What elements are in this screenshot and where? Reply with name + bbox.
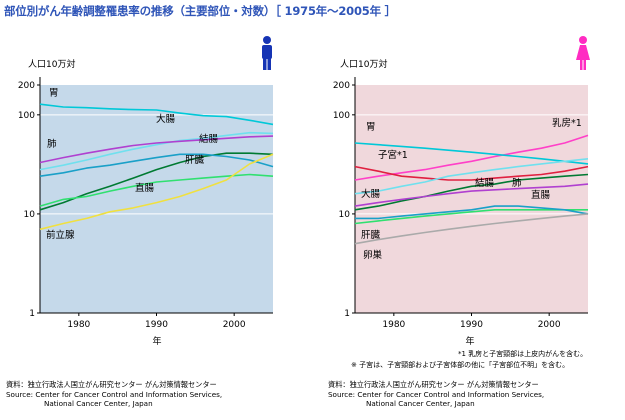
series-line-male-6 bbox=[39, 153, 274, 231]
series-line-male-5 bbox=[39, 173, 274, 207]
series-label-male-1: 大腸 bbox=[156, 113, 176, 125]
series-label-female-1: 胃 bbox=[366, 122, 376, 133]
x-tick-label: 1980 bbox=[67, 320, 90, 330]
series-label-female-5: 肺 bbox=[512, 178, 522, 189]
series-line-female-1 bbox=[354, 142, 589, 165]
series-line-female-8 bbox=[354, 213, 589, 245]
y-tick-label: 1 bbox=[344, 309, 350, 319]
series-line-male-4 bbox=[39, 153, 274, 177]
page-title: 部位別がん年齢調整罹患率の推移（主要部位・対数）［ 1975年〜2005年 ］ bbox=[4, 4, 396, 18]
x-axis-label: 年 bbox=[465, 335, 474, 347]
source-note-right: 資料：独立行政法人国立がん研究センター がん対策情報センター Source: C… bbox=[328, 380, 544, 409]
series-label-male-2: 肺 bbox=[47, 139, 57, 150]
series-label-female-7: 肝臓 bbox=[361, 230, 381, 241]
series-label-male-6: 前立腺 bbox=[46, 229, 75, 241]
x-tick-label: 2000 bbox=[223, 320, 246, 330]
y-axis-label: 人口10万対 bbox=[28, 58, 75, 70]
plot-background bbox=[40, 85, 273, 313]
y-axis-label: 人口10万対 bbox=[340, 58, 387, 70]
y-tick-label: 100 bbox=[18, 111, 35, 121]
series-label-male-0: 胃 bbox=[49, 88, 59, 99]
source-line: 資料：独立行政法人国立がん研究センター がん対策情報センター bbox=[6, 380, 217, 389]
series-label-female-8: 卵巣 bbox=[363, 249, 383, 261]
y-tick-label: 10 bbox=[24, 210, 36, 220]
source-line: Source: Center for Cancer Control and In… bbox=[6, 389, 223, 399]
series-line-male-2 bbox=[39, 135, 274, 164]
series-label-female-3: 大腸 bbox=[361, 188, 381, 200]
series-line-female-7 bbox=[355, 205, 589, 220]
series-label-female-0: 乳房*1 bbox=[552, 117, 582, 129]
series-label-female-4: 結腸 bbox=[475, 177, 495, 189]
footnote-2: ※ 子宮は、子宮頸部および子宮体部の他に「子宮部位不明」を含む。 bbox=[351, 361, 570, 369]
male-person-icon bbox=[262, 36, 272, 70]
footnote-1: *1 乳房と子宮頸部は上皮内がんを含む。 bbox=[458, 350, 588, 358]
x-tick-label: 1980 bbox=[382, 320, 405, 330]
series-line-female-4 bbox=[354, 173, 589, 211]
series-line-male-1 bbox=[39, 131, 274, 171]
female-person-icon bbox=[576, 36, 590, 70]
series-line-female-2 bbox=[354, 165, 589, 181]
x-tick-label: 2000 bbox=[538, 320, 561, 330]
series-label-female-6: 直腸 bbox=[531, 189, 551, 201]
source-line: National Cancer Center, Japan bbox=[366, 399, 475, 408]
source-line: 資料：独立行政法人国立がん研究センター がん対策情報センター bbox=[328, 380, 539, 389]
series-line-female-5 bbox=[354, 183, 589, 207]
series-line-female-6 bbox=[354, 209, 588, 225]
series-line-male-0 bbox=[39, 103, 274, 126]
plot-background bbox=[355, 85, 588, 313]
y-tick-label: 100 bbox=[333, 111, 350, 121]
series-label-male-5: 直腸 bbox=[135, 182, 155, 194]
x-axis-label: 年 bbox=[152, 335, 161, 347]
x-tick-label: 1990 bbox=[460, 320, 483, 330]
series-label-female-2: 子宮*1 bbox=[378, 149, 408, 161]
series-label-male-4: 肝臓 bbox=[185, 155, 205, 166]
source-line: National Cancer Center, Japan bbox=[44, 399, 153, 408]
y-tick-label: 1 bbox=[29, 309, 35, 319]
source-line: Source: Center for Cancer Control and In… bbox=[328, 389, 545, 399]
y-tick-label: 200 bbox=[333, 81, 350, 91]
source-note-left: 資料：独立行政法人国立がん研究センター がん対策情報センター Source: C… bbox=[6, 380, 222, 409]
x-tick-label: 1990 bbox=[145, 320, 168, 330]
y-tick-label: 200 bbox=[18, 81, 35, 91]
series-line-female-3 bbox=[354, 158, 589, 195]
y-tick-label: 10 bbox=[339, 210, 351, 220]
series-label-male-3: 結腸 bbox=[199, 133, 219, 145]
